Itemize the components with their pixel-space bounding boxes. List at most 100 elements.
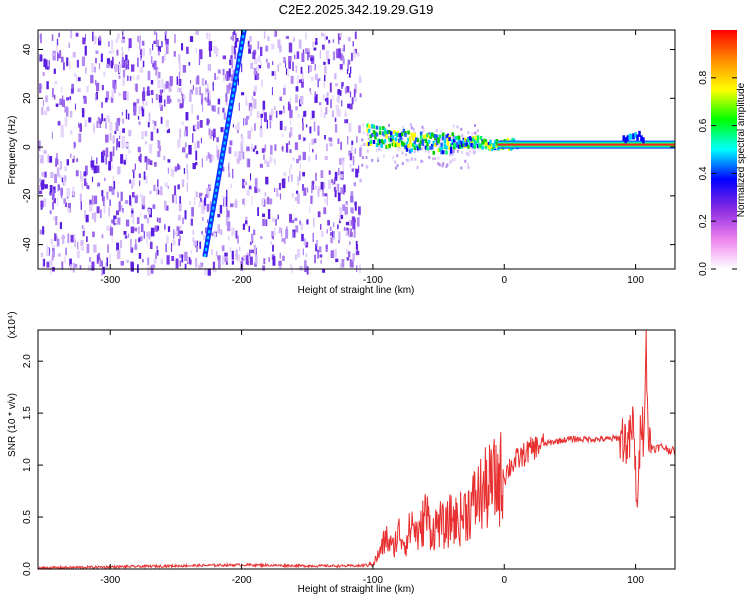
noise-speck — [217, 214, 221, 218]
ridge-cell — [457, 135, 461, 140]
noise-speck — [168, 83, 172, 92]
noise-speck — [102, 266, 105, 275]
noise-speck — [289, 109, 293, 119]
noise-speck — [141, 108, 145, 117]
noise-speck — [148, 209, 151, 215]
snr-y-multiplier: (x10⁴) — [7, 311, 18, 338]
noise-speck — [358, 74, 361, 82]
noise-speck — [412, 128, 415, 132]
ridge-cell — [375, 125, 379, 130]
noise-speck — [339, 158, 341, 165]
noise-speck — [397, 148, 400, 152]
noise-speck — [151, 264, 156, 268]
noise-speck — [100, 260, 103, 267]
noise-speck — [202, 205, 206, 210]
ridge-cell — [418, 144, 421, 149]
noise-speck — [235, 38, 239, 42]
noise-speck — [265, 176, 269, 185]
noise-speck — [313, 138, 317, 144]
noise-speck — [58, 174, 62, 178]
noise-speck — [140, 194, 144, 205]
noise-speck — [134, 227, 138, 232]
ridge-cell — [379, 130, 382, 135]
noise-speck — [334, 177, 336, 184]
noise-speck — [268, 257, 270, 263]
noise-speck — [222, 255, 225, 265]
noise-speck — [70, 30, 73, 39]
noise-speck — [166, 235, 169, 244]
noise-speck — [45, 59, 48, 70]
noise-speck — [452, 150, 455, 153]
noise-speck — [109, 253, 111, 264]
noise-speck — [340, 141, 342, 150]
ridge-cell — [393, 130, 396, 134]
noise-speck — [235, 230, 238, 239]
noise-speck — [65, 202, 67, 207]
noise-speck — [205, 99, 210, 103]
noise-speck — [128, 129, 132, 137]
noise-speck — [97, 257, 100, 261]
noise-speck — [41, 155, 44, 164]
noise-speck — [170, 98, 172, 103]
noise-speck — [176, 76, 178, 85]
y-tick-label: 1.0 — [22, 458, 33, 472]
noise-speck — [157, 79, 161, 88]
noise-speck — [467, 131, 470, 135]
noise-speck — [247, 40, 250, 47]
noise-speck — [66, 97, 70, 101]
ridge-cell — [397, 133, 401, 138]
noise-speck — [189, 92, 192, 102]
noise-speck — [258, 55, 261, 62]
noise-speck — [72, 186, 75, 196]
noise-speck — [262, 265, 266, 271]
noise-speck — [305, 48, 308, 54]
noise-speck — [324, 75, 326, 82]
ridge-cell — [438, 134, 442, 139]
noise-speck — [39, 54, 43, 62]
ridge-cell — [440, 146, 443, 151]
noise-speck — [112, 146, 115, 157]
noise-speck — [157, 50, 160, 56]
noise-speck — [353, 218, 356, 223]
noise-speck — [54, 80, 58, 85]
noise-speck — [177, 139, 181, 148]
noise-speck — [338, 218, 341, 224]
noise-speck — [467, 165, 470, 169]
noise-speck — [295, 86, 299, 92]
noise-speck — [108, 186, 113, 192]
noise-speck — [158, 94, 163, 103]
noise-speck — [188, 62, 191, 66]
ridge-cell — [372, 124, 376, 129]
noise-speck — [182, 65, 187, 73]
noise-speck — [249, 256, 253, 265]
noise-speck — [63, 198, 66, 204]
noise-speck — [322, 44, 325, 50]
noise-speck — [139, 67, 143, 73]
noise-speck — [126, 259, 129, 263]
noise-speck — [199, 86, 201, 96]
noise-speck — [260, 236, 263, 240]
noise-speck — [56, 153, 58, 161]
noise-speck — [192, 133, 194, 143]
noise-speck — [192, 229, 194, 235]
noise-speck — [316, 239, 318, 247]
noise-speck — [250, 241, 252, 245]
noise-speck — [326, 229, 328, 234]
noise-speck — [307, 52, 309, 61]
noise-speck — [93, 212, 97, 223]
noise-speck — [57, 121, 61, 126]
noise-speck — [118, 92, 121, 96]
noise-speck — [206, 203, 210, 212]
y-tick-label: 0.0 — [22, 562, 33, 576]
noise-speck — [241, 257, 245, 261]
noise-speck — [85, 67, 87, 74]
noise-speck — [136, 98, 140, 104]
noise-speck — [230, 203, 234, 208]
noise-speck — [271, 87, 273, 95]
ridge-cell — [410, 142, 413, 147]
noise-speck — [122, 69, 126, 78]
noise-speck — [163, 84, 166, 92]
noise-speck — [219, 205, 223, 214]
noise-speck — [204, 97, 207, 101]
noise-speck — [344, 110, 347, 118]
